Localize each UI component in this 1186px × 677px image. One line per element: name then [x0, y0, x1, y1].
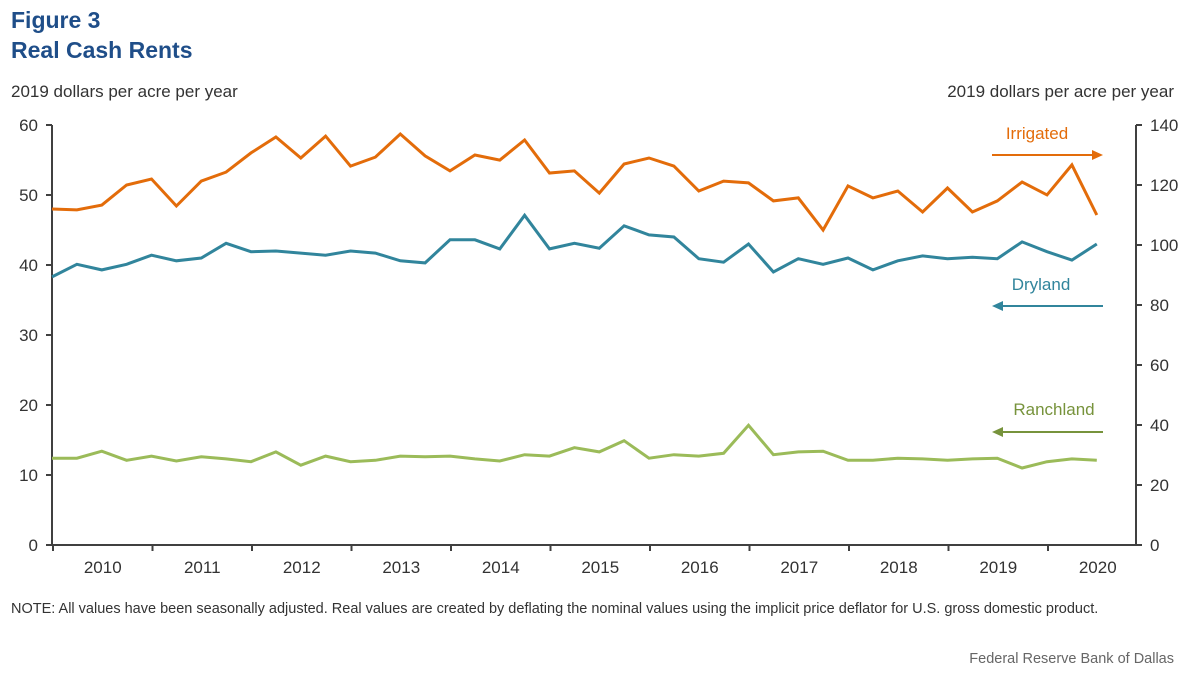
right-axis-unit-label: 2019 dollars per acre per year [947, 82, 1174, 101]
x-tick-label: 2010 [84, 558, 122, 577]
footnote: NOTE: All values have been seasonally ad… [11, 601, 1099, 617]
left-y-tick-label: 20 [19, 396, 38, 415]
x-tick-label: 2013 [382, 558, 420, 577]
series-lines [51, 131, 1099, 470]
right-y-tick-label: 0 [1150, 536, 1159, 555]
left-axis-unit-label: 2019 dollars per acre per year [11, 82, 238, 101]
x-tick-label: 2016 [681, 558, 719, 577]
axes: 0 10 20 30 40 50 60 0 20 40 60 80 100 120 140 2010 2011 2… [19, 116, 1178, 577]
x-tick-label: 2014 [482, 558, 520, 577]
legend-label-dryland: Dryland [1012, 275, 1071, 294]
right-y-tick-label: 20 [1150, 476, 1169, 495]
left-y-tick-label: 0 [29, 536, 38, 555]
x-tick-label: 2015 [581, 558, 619, 577]
right-y-tick-label: 140 [1150, 116, 1178, 135]
figure-label: Figure 3 [11, 7, 101, 33]
axis-arrow-right-icon [992, 150, 1103, 160]
x-tick-label: 2020 [1079, 558, 1117, 577]
right-y-tick-label: 80 [1150, 296, 1169, 315]
left-y-tick-label: 30 [19, 326, 38, 345]
series-line-irrigated [51, 131, 1099, 233]
x-tick-label: 2017 [780, 558, 818, 577]
x-tick-label: 2012 [283, 558, 321, 577]
chart-title: Real Cash Rents [11, 37, 193, 63]
legend-label-irrigated: Irrigated [1006, 124, 1068, 143]
right-y-tick-label: 60 [1150, 356, 1169, 375]
left-y-tick-label: 40 [19, 256, 38, 275]
left-y-tick-label: 10 [19, 466, 38, 485]
legend-label-ranchland: Ranchland [1013, 400, 1094, 419]
x-tick-label: 2019 [979, 558, 1017, 577]
series-labels: Irrigated Dryland Ranchland [992, 124, 1103, 437]
series-line-dryland [51, 212, 1098, 279]
x-tick-label: 2011 [184, 558, 221, 577]
left-y-tick-label: 60 [19, 116, 38, 135]
right-y-tick-label: 120 [1150, 176, 1178, 195]
right-y-tick-label: 40 [1150, 416, 1169, 435]
x-tick-label: 2018 [880, 558, 918, 577]
left-y-tick-label: 50 [19, 186, 38, 205]
series-line-ranchland [52, 423, 1097, 470]
axis-arrow-left-icon [992, 427, 1103, 437]
axis-arrow-left-icon [992, 301, 1103, 311]
right-y-tick-label: 100 [1150, 236, 1178, 255]
source-credit: Federal Reserve Bank of Dallas [969, 651, 1174, 667]
